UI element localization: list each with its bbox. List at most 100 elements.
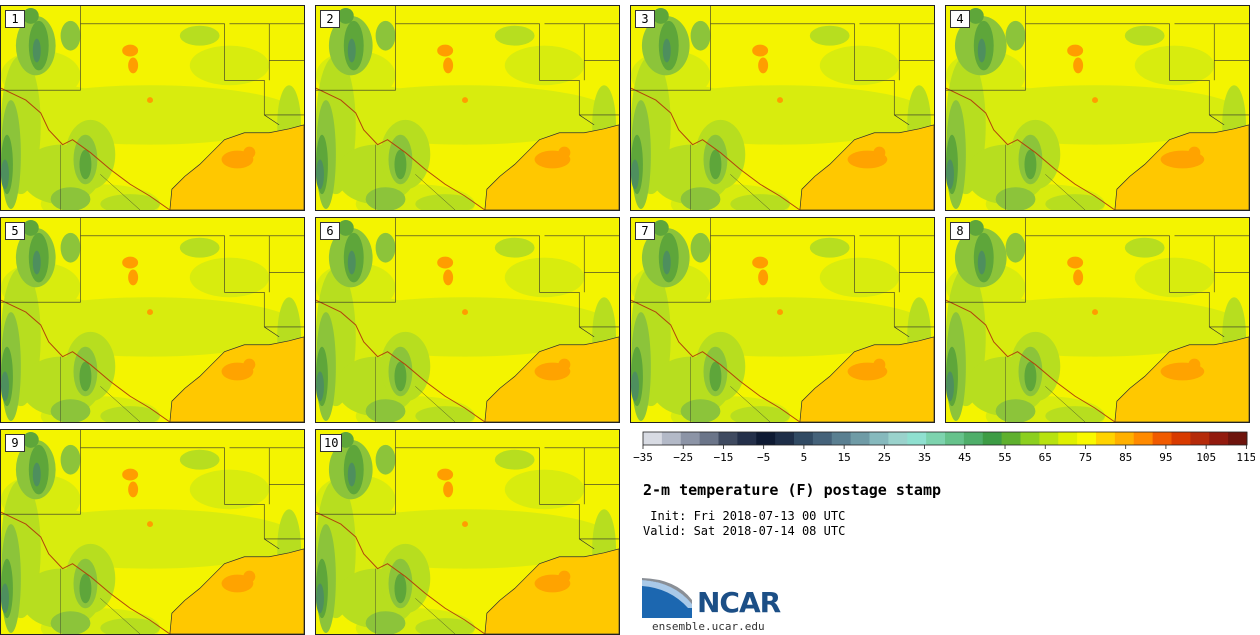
teal-area: [32, 250, 41, 275]
warm-area: [758, 269, 769, 286]
light-green-area: [100, 194, 160, 210]
green-area: [690, 20, 711, 51]
warm-area: [1092, 309, 1098, 316]
gulf-warm-area: [243, 570, 256, 583]
gulf-warm-area: [558, 570, 571, 583]
green-area: [1005, 20, 1026, 51]
light-green-area: [809, 237, 850, 258]
member-panel-9: 9: [0, 429, 305, 635]
mexico-borders: [690, 356, 771, 422]
colorbar-segment: [775, 432, 795, 445]
border-line: [946, 87, 1116, 210]
yellow-green-area: [819, 257, 900, 298]
colorbar-segment: [1133, 432, 1154, 445]
temperature-map: [1, 6, 304, 210]
dark-green-area: [709, 361, 722, 392]
member-panel-4: 4: [945, 5, 1250, 211]
dark-green-area: [1024, 361, 1037, 392]
warm-area: [462, 521, 468, 528]
colorbar-segment: [1039, 432, 1059, 445]
member-panel-10: 10: [315, 429, 620, 635]
gulf-warm-area: [558, 146, 571, 159]
warm-area: [1067, 44, 1084, 57]
mexico-borders: [60, 356, 141, 422]
teal-area: [316, 371, 324, 402]
green-area: [690, 232, 711, 263]
green-area: [1005, 232, 1026, 263]
member-panel-5: 5: [0, 217, 305, 423]
light-green-area: [730, 194, 790, 210]
warm-area: [443, 57, 454, 74]
teal-area: [1, 159, 9, 190]
teal-area: [347, 38, 356, 63]
mexico-borders: [1005, 144, 1086, 210]
member-label: 9: [5, 434, 25, 452]
border-line: [316, 511, 486, 634]
yellow-green-area: [504, 469, 585, 510]
colorbar-segment: [926, 432, 946, 445]
light-green-area: [1124, 237, 1165, 258]
member-panel-8: 8: [945, 217, 1250, 423]
warm-area: [1073, 269, 1084, 286]
light-green-area: [730, 406, 790, 422]
temperature-field: [1, 7, 302, 210]
mexico-borders: [375, 144, 456, 210]
green-area: [995, 187, 1036, 210]
temperature-field: [631, 7, 932, 210]
temperature-map: [631, 218, 934, 422]
teal-area: [631, 159, 639, 190]
dark-green-area: [394, 149, 407, 180]
teal-area: [316, 583, 324, 614]
green-area: [50, 399, 91, 422]
light-green-area: [179, 237, 220, 258]
temperature-field: [1, 431, 302, 634]
colorbar-tick-label: −15: [714, 451, 734, 464]
dark-green-area: [652, 219, 669, 236]
colorbar-segment: [718, 432, 738, 445]
green-area: [375, 20, 396, 51]
green-area: [50, 187, 91, 210]
colorbar-tick-label: −5: [757, 451, 770, 464]
dark-green-area: [337, 7, 354, 24]
light-green-area: [809, 25, 850, 46]
teal-area: [946, 371, 954, 402]
light-green-area: [100, 406, 160, 422]
border-line: [1, 87, 171, 210]
green-area: [365, 611, 406, 634]
warm-area: [128, 481, 139, 498]
colorbar-segment: [1114, 432, 1135, 445]
gulf-warm-area: [1188, 358, 1201, 371]
temperature-map: [946, 6, 1249, 210]
colorbar-tick-label: 105: [1196, 451, 1216, 464]
yellow-green-area: [504, 257, 585, 298]
dark-green-area: [394, 573, 407, 604]
yellow-green-area: [189, 45, 270, 86]
mexico-borders: [60, 144, 141, 210]
warm-area: [122, 256, 139, 269]
colorbar-frame: [642, 431, 1248, 446]
colorbar-tick-label: 115: [1236, 451, 1255, 464]
colorbar-tick-label: 35: [918, 451, 931, 464]
state-borders: [631, 6, 934, 126]
warm-area: [147, 521, 153, 528]
gulf-warm-area: [558, 358, 571, 371]
dark-green-area: [79, 573, 92, 604]
dark-green-area: [652, 7, 669, 24]
colorbar-segment: [661, 432, 682, 445]
temperature-map: [1, 218, 304, 422]
teal-area: [662, 38, 671, 63]
colorbar-segment: [850, 432, 870, 445]
init-time: Init: Fri 2018-07-13 00 UTC: [643, 509, 846, 523]
green-area: [60, 20, 81, 51]
border-line: [946, 299, 1116, 422]
gulf-warm-area: [873, 146, 886, 159]
member-label: 8: [950, 222, 970, 240]
teal-area: [316, 159, 324, 190]
colorbar-segment: [982, 432, 1003, 445]
border-line: [1, 299, 171, 422]
colorbar-segment: [831, 432, 852, 445]
colorbar-segment: [1001, 432, 1021, 445]
green-area: [60, 232, 81, 263]
mexico-borders: [1005, 356, 1086, 422]
state-borders: [316, 6, 619, 126]
